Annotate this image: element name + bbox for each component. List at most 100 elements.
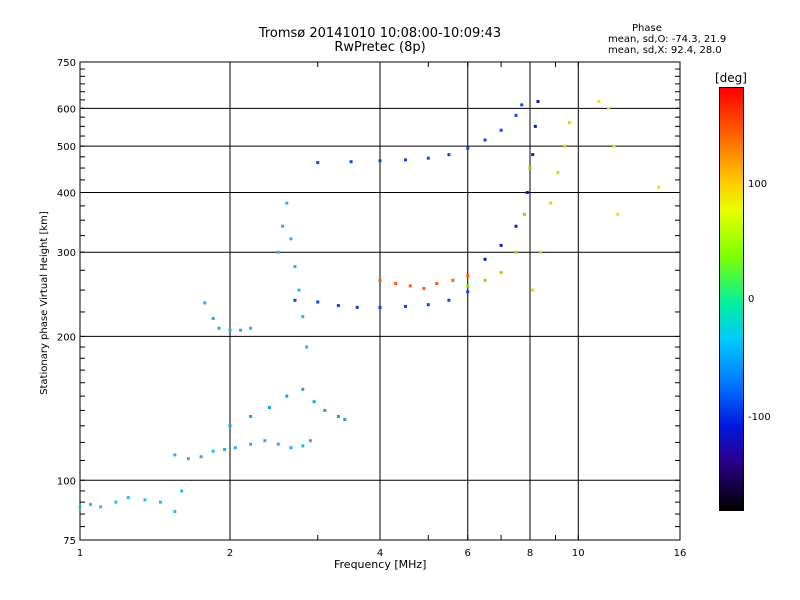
data-point <box>536 100 540 104</box>
data-point <box>323 408 327 412</box>
y-tick-label: 750 <box>57 58 76 69</box>
data-point <box>267 405 271 409</box>
data-point <box>276 442 280 446</box>
data-point <box>312 400 316 404</box>
data-point <box>89 502 93 506</box>
colorbar-tick-minus100: -100 <box>748 412 771 423</box>
data-point <box>514 224 518 228</box>
data-point <box>597 100 601 104</box>
y-tick-label: 600 <box>57 104 76 115</box>
data-point <box>549 201 553 205</box>
data-point <box>426 156 430 160</box>
data-point <box>520 103 524 107</box>
data-point <box>426 303 430 307</box>
data-point <box>408 284 412 288</box>
data-point <box>114 500 118 504</box>
data-point <box>276 250 280 254</box>
data-point <box>483 138 487 142</box>
data-point <box>158 500 162 504</box>
data-point <box>499 243 503 247</box>
y-tick-label: 75 <box>63 536 76 547</box>
y-tick-label: 100 <box>57 476 76 487</box>
data-point <box>249 442 253 446</box>
data-point <box>308 439 312 443</box>
x-tick-label: 2 <box>227 548 233 559</box>
x-axis-label: Frequency [MHz] <box>334 558 427 571</box>
data-point <box>349 160 353 164</box>
data-point <box>499 128 503 132</box>
y-tick-label: 200 <box>57 332 76 343</box>
data-point <box>466 146 470 150</box>
data-point <box>451 278 455 282</box>
data-point <box>378 305 382 309</box>
data-point <box>293 298 297 302</box>
data-point <box>249 414 253 418</box>
data-point <box>263 439 267 443</box>
data-point <box>233 446 237 450</box>
y-tick-label: 400 <box>57 188 76 199</box>
colorbar-tick-0: 0 <box>748 294 755 305</box>
data-point <box>228 328 232 332</box>
data-point <box>297 288 301 292</box>
data-point <box>301 444 305 448</box>
data-point <box>281 224 285 228</box>
data-point <box>289 237 293 241</box>
data-point <box>301 315 305 319</box>
data-point <box>285 394 289 398</box>
data-point <box>211 449 215 453</box>
colorbar <box>719 87 744 511</box>
x-tick-label: 4 <box>377 548 383 559</box>
data-point <box>657 185 661 189</box>
data-point <box>180 489 184 493</box>
x-tick-label: 16 <box>674 548 687 559</box>
data-point <box>316 300 320 304</box>
data-point <box>523 212 527 216</box>
data-point <box>435 282 439 286</box>
data-point <box>607 106 611 110</box>
data-point <box>126 496 130 500</box>
data-point <box>336 414 340 418</box>
data-point <box>239 328 243 332</box>
data-point <box>355 305 359 309</box>
data-point <box>466 274 470 278</box>
data-point <box>301 387 305 391</box>
data-point <box>616 212 620 216</box>
data-point <box>217 326 221 330</box>
data-point <box>466 290 470 294</box>
data-point <box>249 326 253 330</box>
data-point <box>556 171 560 175</box>
chart-subtitle: RwPretec (8p) <box>334 40 426 55</box>
data-point <box>563 144 567 148</box>
data-point <box>78 505 82 509</box>
data-point <box>499 271 503 275</box>
phase-stats-o: mean, sd,O: -74.3, 21.9 <box>608 34 727 45</box>
data-point <box>514 113 518 117</box>
data-point <box>531 153 535 157</box>
data-point <box>403 158 407 162</box>
data-point <box>514 250 518 254</box>
data-point <box>203 301 207 305</box>
data-point <box>525 190 529 194</box>
data-point <box>483 257 487 261</box>
data-point <box>466 284 470 288</box>
data-point <box>285 201 289 205</box>
data-point <box>403 304 407 308</box>
data-point <box>173 453 177 457</box>
data-point <box>422 286 426 290</box>
data-point <box>612 144 616 148</box>
data-point <box>394 282 398 286</box>
data-point <box>211 316 215 320</box>
x-tick-label: 6 <box>465 548 471 559</box>
data-point <box>539 250 543 254</box>
x-tick-label: 1 <box>77 548 83 559</box>
data-point <box>228 424 232 428</box>
data-point <box>531 288 535 292</box>
data-point <box>378 278 382 282</box>
data-point <box>447 153 451 157</box>
data-point <box>99 505 103 509</box>
phase-stats-x: mean, sd,X: 92.4, 28.0 <box>608 45 722 56</box>
y-tick-label: 500 <box>57 142 76 153</box>
x-tick-label: 10 <box>572 548 585 559</box>
data-point <box>293 265 297 269</box>
x-tick-label: 8 <box>527 548 533 559</box>
